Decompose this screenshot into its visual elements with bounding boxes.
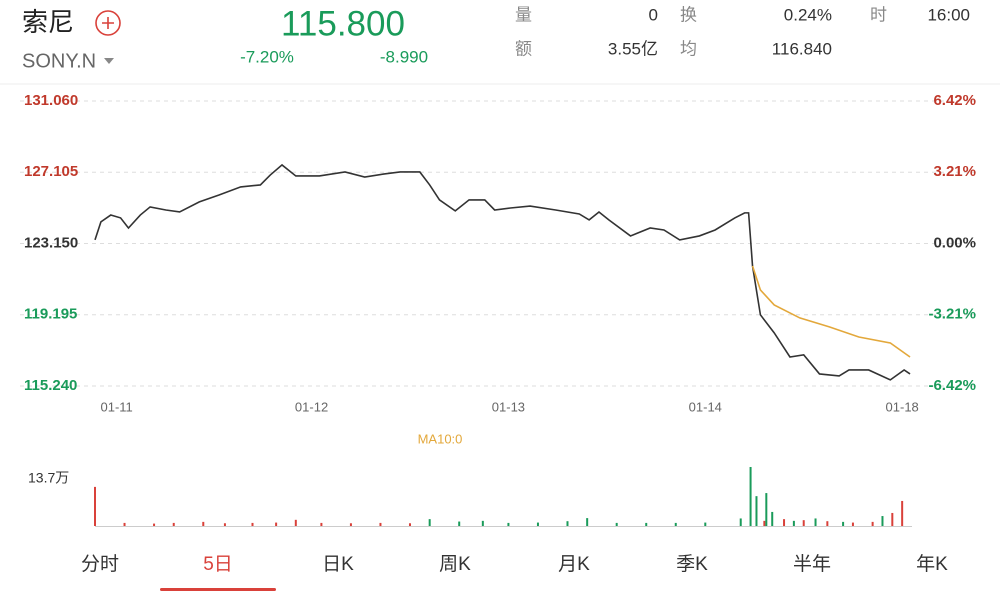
volume-bar [223, 523, 226, 526]
volume-bar [871, 521, 874, 526]
volume-bar [123, 522, 126, 526]
tab[interactable]: 半年 [793, 553, 831, 575]
volume-bar [891, 512, 894, 526]
chart: 131.060 127.105 123.150 119.195 115.240 6.42%… [0, 83, 1000, 527]
volume-bar [765, 493, 768, 526]
y2-tick-label: 3.21% [933, 163, 976, 180]
volume-bar [901, 500, 904, 526]
stat-value: 0 [649, 5, 658, 24]
change: -8.990 [380, 47, 428, 66]
tab[interactable]: 季K [676, 553, 708, 575]
volume-bar [783, 519, 786, 526]
tab[interactable]: 日K [322, 554, 354, 575]
add-button[interactable] [95, 10, 121, 36]
volume-bar [294, 519, 297, 526]
volume-bar [615, 522, 618, 526]
volume-bar [739, 518, 742, 526]
volume-bar [814, 518, 817, 526]
volume-bar [428, 519, 431, 526]
change-pct: -7.20% [240, 47, 294, 66]
volume-bar [704, 522, 707, 526]
volume-bar [536, 522, 539, 526]
volume-bar [408, 523, 411, 526]
volume-bar [674, 522, 677, 526]
volume-bar [749, 466, 752, 526]
y-tick-label: 123.150 [24, 234, 78, 251]
stat-label: 时 [870, 5, 887, 24]
price-line [94, 163, 911, 381]
ticker[interactable]: SONY.N [22, 50, 96, 72]
volume-bar [771, 511, 774, 526]
stock-name: 索尼 [22, 7, 74, 37]
stat-value: 116.840 [772, 39, 832, 58]
volume-bar [763, 520, 766, 526]
volume-bar [94, 486, 96, 526]
tab[interactable]: 周K [439, 554, 471, 575]
volume-bar [586, 518, 589, 526]
y2-tick-label: -3.21% [928, 306, 976, 323]
volume-bar [792, 520, 795, 526]
tab[interactable]: 月K [558, 554, 590, 575]
stat-value: 16:00 [927, 5, 970, 24]
y2-tick-label: -6.42% [928, 377, 976, 394]
tab[interactable]: 分时 [81, 553, 119, 575]
volume-bar [566, 521, 569, 526]
stat-value: 3.55亿 [608, 39, 658, 58]
volume-bar [645, 522, 648, 526]
tab[interactable]: 5日 [203, 554, 233, 575]
volume-bar [842, 521, 845, 526]
y-tick-label: 119.195 [24, 306, 77, 323]
stat-label: 额 [515, 39, 532, 58]
stat-value: 0.24% [784, 5, 832, 24]
volume-bar [153, 523, 156, 526]
tab[interactable]: 年K [916, 553, 948, 575]
y-tick-label: 115.240 [24, 377, 77, 394]
volume-bar [481, 520, 484, 526]
y2-tick-label: 0.00% [933, 234, 976, 251]
y-tick-label: 131.060 [24, 92, 78, 109]
volume-bar [349, 523, 352, 526]
volume-bar [881, 516, 884, 526]
volume-bar [320, 522, 323, 526]
volume-bar [251, 522, 254, 526]
volume-bar [755, 496, 758, 526]
volume-bar [802, 520, 805, 526]
x-tick-label: 01-11 [101, 399, 133, 414]
x-tick-label: 01-12 [295, 399, 328, 414]
stat-label: 换 [680, 5, 697, 24]
x-tick-label: 01-14 [689, 399, 722, 414]
volume-bar [458, 521, 461, 526]
price-line [751, 265, 911, 358]
stat-label: 量 [515, 5, 532, 24]
volume-bar [507, 522, 510, 526]
y2-tick-label: 6.42% [933, 92, 976, 109]
y-tick-label: 127.105 [24, 163, 78, 180]
dropdown-arrow [104, 58, 114, 64]
price: 115.800 [281, 4, 405, 43]
stat-label: 均 [680, 39, 697, 58]
volume-bar [202, 521, 205, 526]
stats: 量 0 换 0.24% 时 16:00 额 3.55亿 均 116.840 [515, 5, 970, 58]
volume-bar [826, 521, 829, 526]
volume-bar [275, 522, 278, 526]
volume-bar [851, 522, 854, 526]
tab-underline [160, 588, 276, 591]
volume-tick-label: 13.7万 [28, 470, 69, 486]
x-tick-label: 01-13 [492, 399, 525, 414]
tabs: 分时 5日 日K 周K 月K 季K 半年 年K [81, 553, 948, 591]
volume-bar [379, 522, 382, 526]
ma-label: MA10:0 [418, 431, 463, 446]
volume-bar [172, 522, 175, 526]
x-tick-label: 01-18 [886, 399, 919, 414]
